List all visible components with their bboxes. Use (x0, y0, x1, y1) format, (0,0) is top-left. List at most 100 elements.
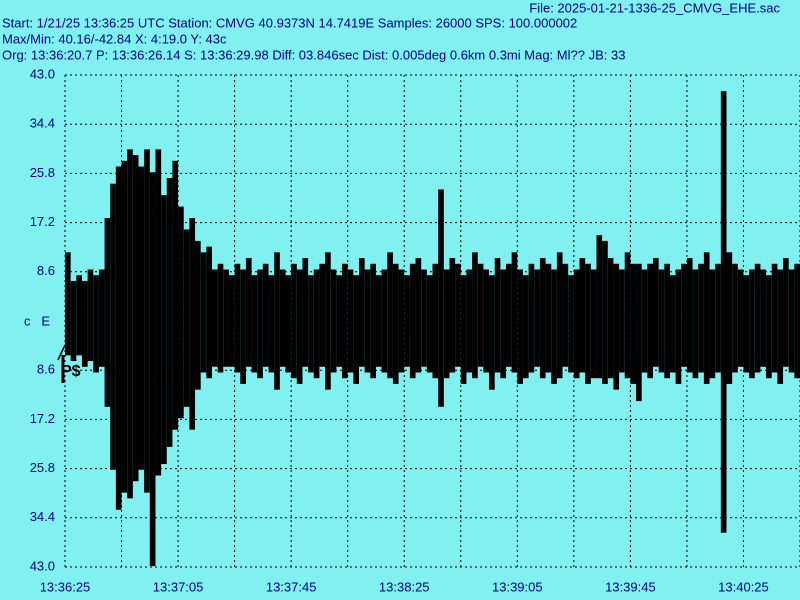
waveform-segment (664, 263, 670, 379)
waveform-segment (206, 246, 212, 379)
waveform-segment (387, 252, 393, 379)
waveform-segment (308, 275, 314, 373)
x-tick-label: 13:37:05 (153, 579, 204, 594)
waveform-segment (596, 235, 603, 379)
waveform-segment (528, 263, 535, 373)
waveform-segment (647, 263, 653, 379)
waveform-segment (234, 263, 241, 373)
phase-tick (57, 344, 66, 361)
waveform-segment (494, 258, 501, 373)
waveform-segment (127, 149, 133, 499)
y-tick-label: 43.0 (30, 66, 55, 81)
waveform-segment (347, 269, 354, 373)
waveform-segment (726, 252, 733, 384)
waveform-segment (737, 269, 744, 367)
waveform-segment (138, 166, 145, 470)
waveform-segment (681, 263, 687, 367)
waveform-segment (590, 269, 597, 379)
waveform-segment (443, 269, 450, 379)
waveform-segment (449, 258, 456, 373)
waveform-segment (336, 275, 343, 367)
header-line: Org: 13:36:20.7 P: 13:36:26.14 S: 13:36:… (2, 47, 625, 62)
x-tick-label: 13:39:45 (605, 579, 656, 594)
waveform-segment (641, 269, 648, 373)
waveform-segment (573, 269, 580, 379)
waveform-segment (240, 269, 246, 384)
x-tick-label: 13:38:25 (379, 579, 430, 594)
header-line: Start: 1/21/25 13:36:25 UTC Station: CMV… (2, 15, 577, 30)
waveform-segment (166, 177, 173, 447)
waveform-segment (709, 269, 716, 379)
waveform-segment (313, 269, 320, 379)
waveform-segment (675, 269, 682, 384)
waveform-segment (296, 269, 303, 384)
waveform-segment (161, 195, 167, 465)
waveform-segment (404, 275, 410, 367)
waveform-segment (375, 275, 382, 367)
waveform-segment (409, 263, 416, 379)
waveform-segment (223, 269, 229, 367)
waveform-segment (658, 269, 665, 373)
x-tick-label: 13:37:45 (266, 579, 317, 594)
waveform-segment (703, 252, 710, 384)
y-tick-label: 34.4 (30, 116, 55, 131)
waveform-segment (251, 275, 258, 373)
waveform-segment (539, 258, 546, 379)
waveform-segment (477, 263, 484, 367)
waveform-segment (517, 269, 523, 384)
x-tick-label: 13:36:25 (40, 579, 91, 594)
waveform-segment (155, 149, 162, 476)
y-tick-label: 25.8 (30, 460, 55, 475)
waveform-segment (421, 269, 427, 367)
waveform-segment (783, 258, 789, 367)
waveform-segment (330, 269, 337, 373)
waveform-segment (562, 263, 569, 367)
y-tick-label: 8.6 (37, 263, 55, 278)
waveform-segment (534, 269, 540, 367)
waveform-segment (743, 275, 750, 373)
waveform-segment (325, 252, 331, 390)
waveform-segment (212, 269, 218, 367)
waveform-segment (189, 218, 196, 430)
waveform-segment (455, 263, 461, 367)
waveform-segment (460, 275, 467, 384)
x-tick-label: 13:39:05 (492, 579, 543, 594)
waveform-segment (692, 269, 699, 379)
waveform-segment (178, 206, 184, 419)
waveform-segment (602, 240, 608, 384)
waveform-segment (285, 275, 292, 373)
waveform-segment (556, 252, 563, 379)
waveform-segment (749, 269, 755, 379)
waveform-segment (653, 258, 659, 367)
y-tick-label: 43.0 (30, 558, 55, 573)
waveform-segment (619, 269, 625, 373)
waveform-segment (302, 258, 309, 367)
waveform-segment (489, 275, 495, 390)
waveform-segment (370, 263, 376, 379)
waveform-segment (274, 252, 280, 390)
waveform-segment (110, 183, 116, 470)
y-tick-label: 25.8 (30, 165, 55, 180)
waveform-segment (760, 269, 767, 367)
waveform-segment (217, 263, 224, 373)
waveform-segment (732, 263, 738, 373)
waveform-segment (257, 269, 263, 379)
waveform-segment (754, 263, 761, 373)
waveform-segment (104, 218, 111, 407)
waveform-segment (353, 275, 359, 384)
phase-marker: P$ (61, 363, 81, 380)
header-line: Max/Min: 40.16/-42.84 X: 4:19.0 Y: 43c (2, 31, 227, 46)
waveform-segment (65, 252, 71, 356)
waveform-segment (545, 263, 552, 373)
waveform-segment (268, 275, 275, 373)
waveform-segment (200, 252, 207, 373)
waveform-segment (624, 252, 631, 379)
waveform-segment (245, 258, 252, 367)
waveform-segment (115, 166, 122, 510)
waveform-segment (777, 269, 784, 384)
waveform-segment (432, 263, 439, 379)
y-tick-label: 8.6 (37, 362, 55, 377)
file-name: File: 2025-01-21-1336-25_CMVG_EHE.sac (529, 0, 780, 15)
